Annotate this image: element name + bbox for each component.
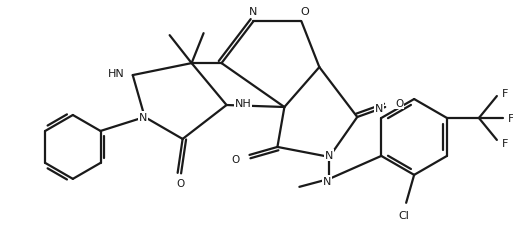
Text: N: N [249, 7, 258, 17]
Text: O: O [176, 178, 185, 188]
Text: Cl: Cl [399, 210, 409, 220]
Text: N: N [325, 150, 333, 160]
Text: N: N [323, 176, 331, 186]
Text: N: N [139, 112, 147, 122]
Text: NH: NH [234, 99, 251, 108]
Text: N: N [375, 104, 384, 113]
Text: HN: HN [108, 69, 125, 79]
Text: F: F [508, 113, 513, 124]
Text: O: O [395, 99, 403, 108]
Text: F: F [502, 89, 508, 99]
Text: F: F [502, 138, 508, 148]
Text: O: O [231, 154, 240, 164]
Text: O: O [300, 7, 309, 17]
